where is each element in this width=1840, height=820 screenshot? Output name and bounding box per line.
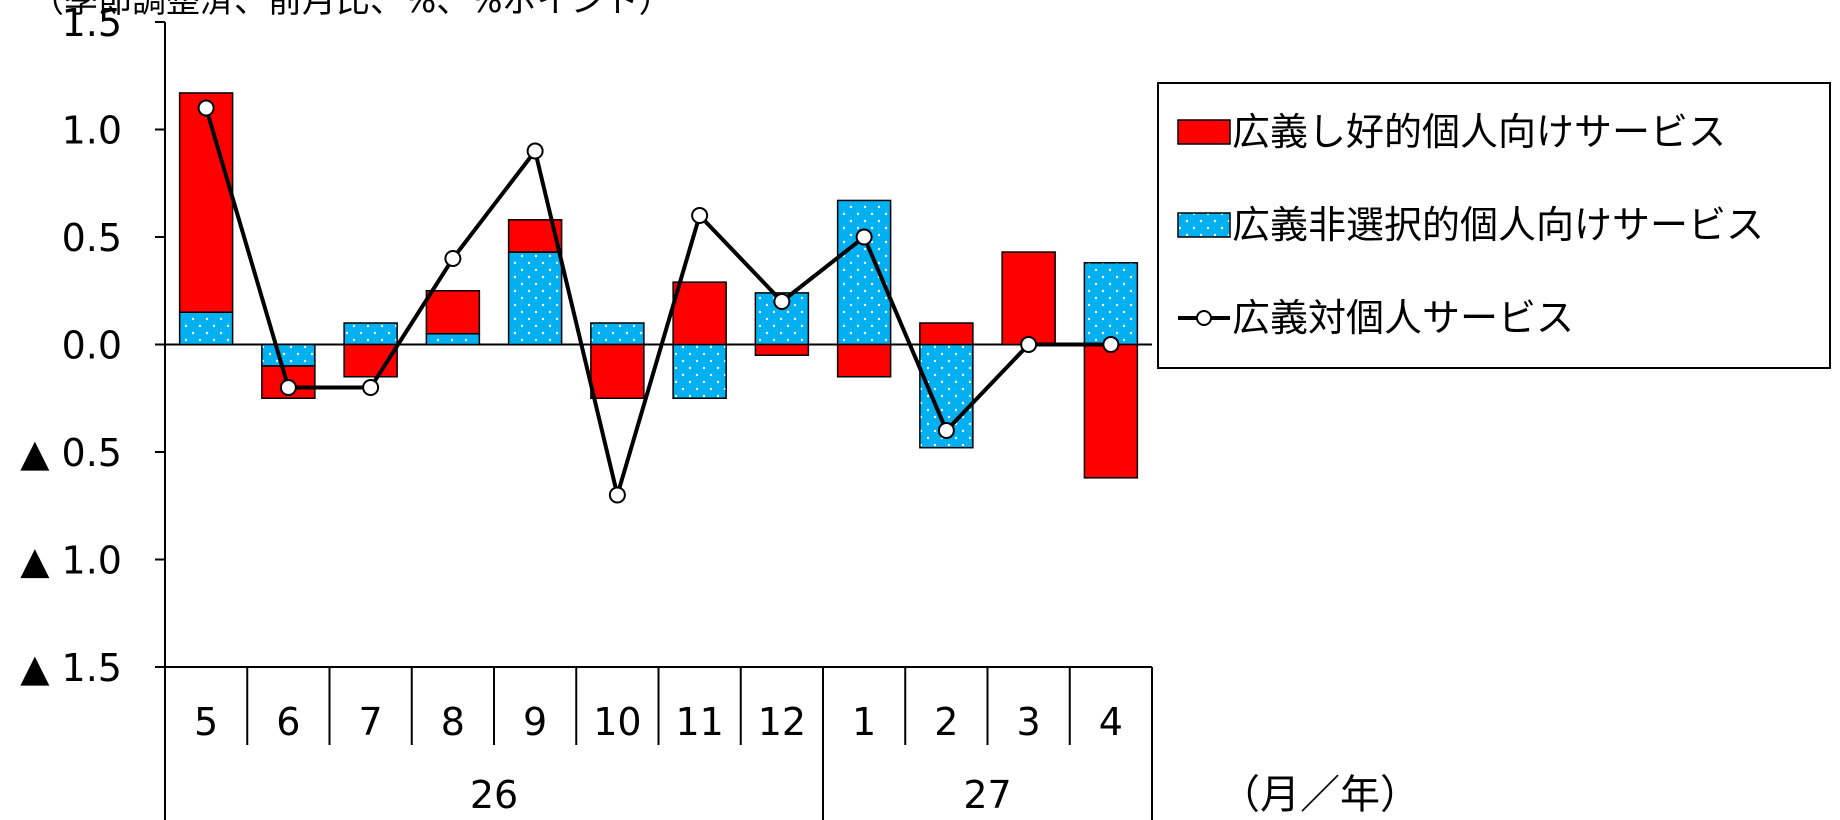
- x-tick-label: 1: [852, 700, 876, 744]
- total-line-point: [608, 486, 626, 504]
- bar-discretionary: [919, 322, 974, 346]
- bar-nondiscretionary: [590, 322, 645, 346]
- x-tick-label: 5: [194, 700, 218, 744]
- total-line-point: [1020, 336, 1038, 353]
- legend: 広義し好的個人向けサービス 広義非選択的個人向けサービス 広義対個人サービス: [1157, 82, 1831, 369]
- line-layer: [197, 99, 1120, 504]
- x-tick-label: 2: [934, 700, 958, 744]
- total-line: [204, 107, 1111, 503]
- x-tick-label: 4: [1099, 700, 1123, 744]
- bar-discretionary: [754, 343, 810, 356]
- bar-discretionary: [425, 290, 481, 335]
- bar-nondiscretionary: [836, 199, 892, 346]
- x-unit-label: （月／年）: [1220, 772, 1420, 818]
- bar-nondiscretionary: [507, 251, 563, 346]
- y-tick-label: 1.0: [62, 109, 122, 153]
- tick-labels-layer: 1.51.00.50.0▲ 0.5▲ 1.0▲ 1.55 6 7 8 9 10 11 12 1 2…: [20, 1, 1123, 817]
- x-tick-label: 12: [758, 700, 806, 744]
- x-tick-label: 3: [1017, 700, 1041, 744]
- legend-swatch-red: [1177, 119, 1231, 145]
- total-line-point: [444, 250, 462, 267]
- total-line-point: [773, 293, 791, 310]
- x-tick-label: 7: [359, 700, 383, 744]
- y-tick-label: 0.0: [62, 324, 122, 368]
- legend-marker-swatch: [1196, 310, 1212, 326]
- bar-discretionary: [836, 343, 892, 378]
- y-tick-label: 0.5: [62, 216, 122, 260]
- total-line-point: [1102, 336, 1120, 353]
- total-line-point: [362, 379, 380, 396]
- bar-nondiscretionary: [178, 311, 234, 346]
- x-tick-label: 8: [441, 700, 465, 744]
- x-tick-label: 6: [276, 700, 300, 744]
- bar-discretionary: [1083, 343, 1139, 479]
- year-label: 26: [470, 773, 518, 817]
- total-line-point: [526, 142, 544, 160]
- bar-discretionary: [672, 281, 727, 346]
- x-tick-label: 9: [523, 700, 547, 744]
- legend-swatch-blue: [1177, 212, 1231, 238]
- bar-nondiscretionary: [425, 333, 481, 346]
- legend-label-nondiscretionary: 広義非選択的個人向けサービス: [1232, 203, 1764, 247]
- bar-discretionary: [590, 343, 645, 399]
- bar-nondiscretionary: [343, 322, 398, 346]
- year-label: 27: [963, 773, 1011, 817]
- total-line-point: [855, 228, 873, 246]
- bar-nondiscretionary: [261, 343, 316, 367]
- x-tick-label: 10: [593, 700, 641, 744]
- legend-label-total: 広義対個人サービス: [1232, 296, 1574, 340]
- total-line-point: [197, 99, 215, 117]
- total-line-point: [691, 207, 709, 224]
- y-tick-label: ▲ 1.0: [20, 539, 122, 583]
- x-tick-label: 11: [675, 700, 723, 744]
- y-tick-label: ▲ 1.5: [20, 646, 122, 690]
- legend-label-discretionary: 広義し好的個人向けサービス: [1232, 110, 1726, 154]
- axis-layer: [155, 21, 1153, 820]
- bars-layer: [178, 92, 1139, 479]
- total-line-point: [279, 379, 297, 396]
- y-tick-label: 1.5: [62, 1, 122, 45]
- bar-discretionary: [178, 92, 234, 313]
- bar-nondiscretionary: [672, 343, 727, 399]
- y-tick-label: ▲ 0.5: [20, 431, 122, 475]
- total-line-point: [937, 422, 955, 439]
- header-text: （季節調整済、前月比、%、%ポイント）: [30, 0, 673, 21]
- legend-box: [1157, 82, 1831, 369]
- bar-discretionary: [1001, 251, 1056, 346]
- bar-nondiscretionary: [1083, 262, 1139, 346]
